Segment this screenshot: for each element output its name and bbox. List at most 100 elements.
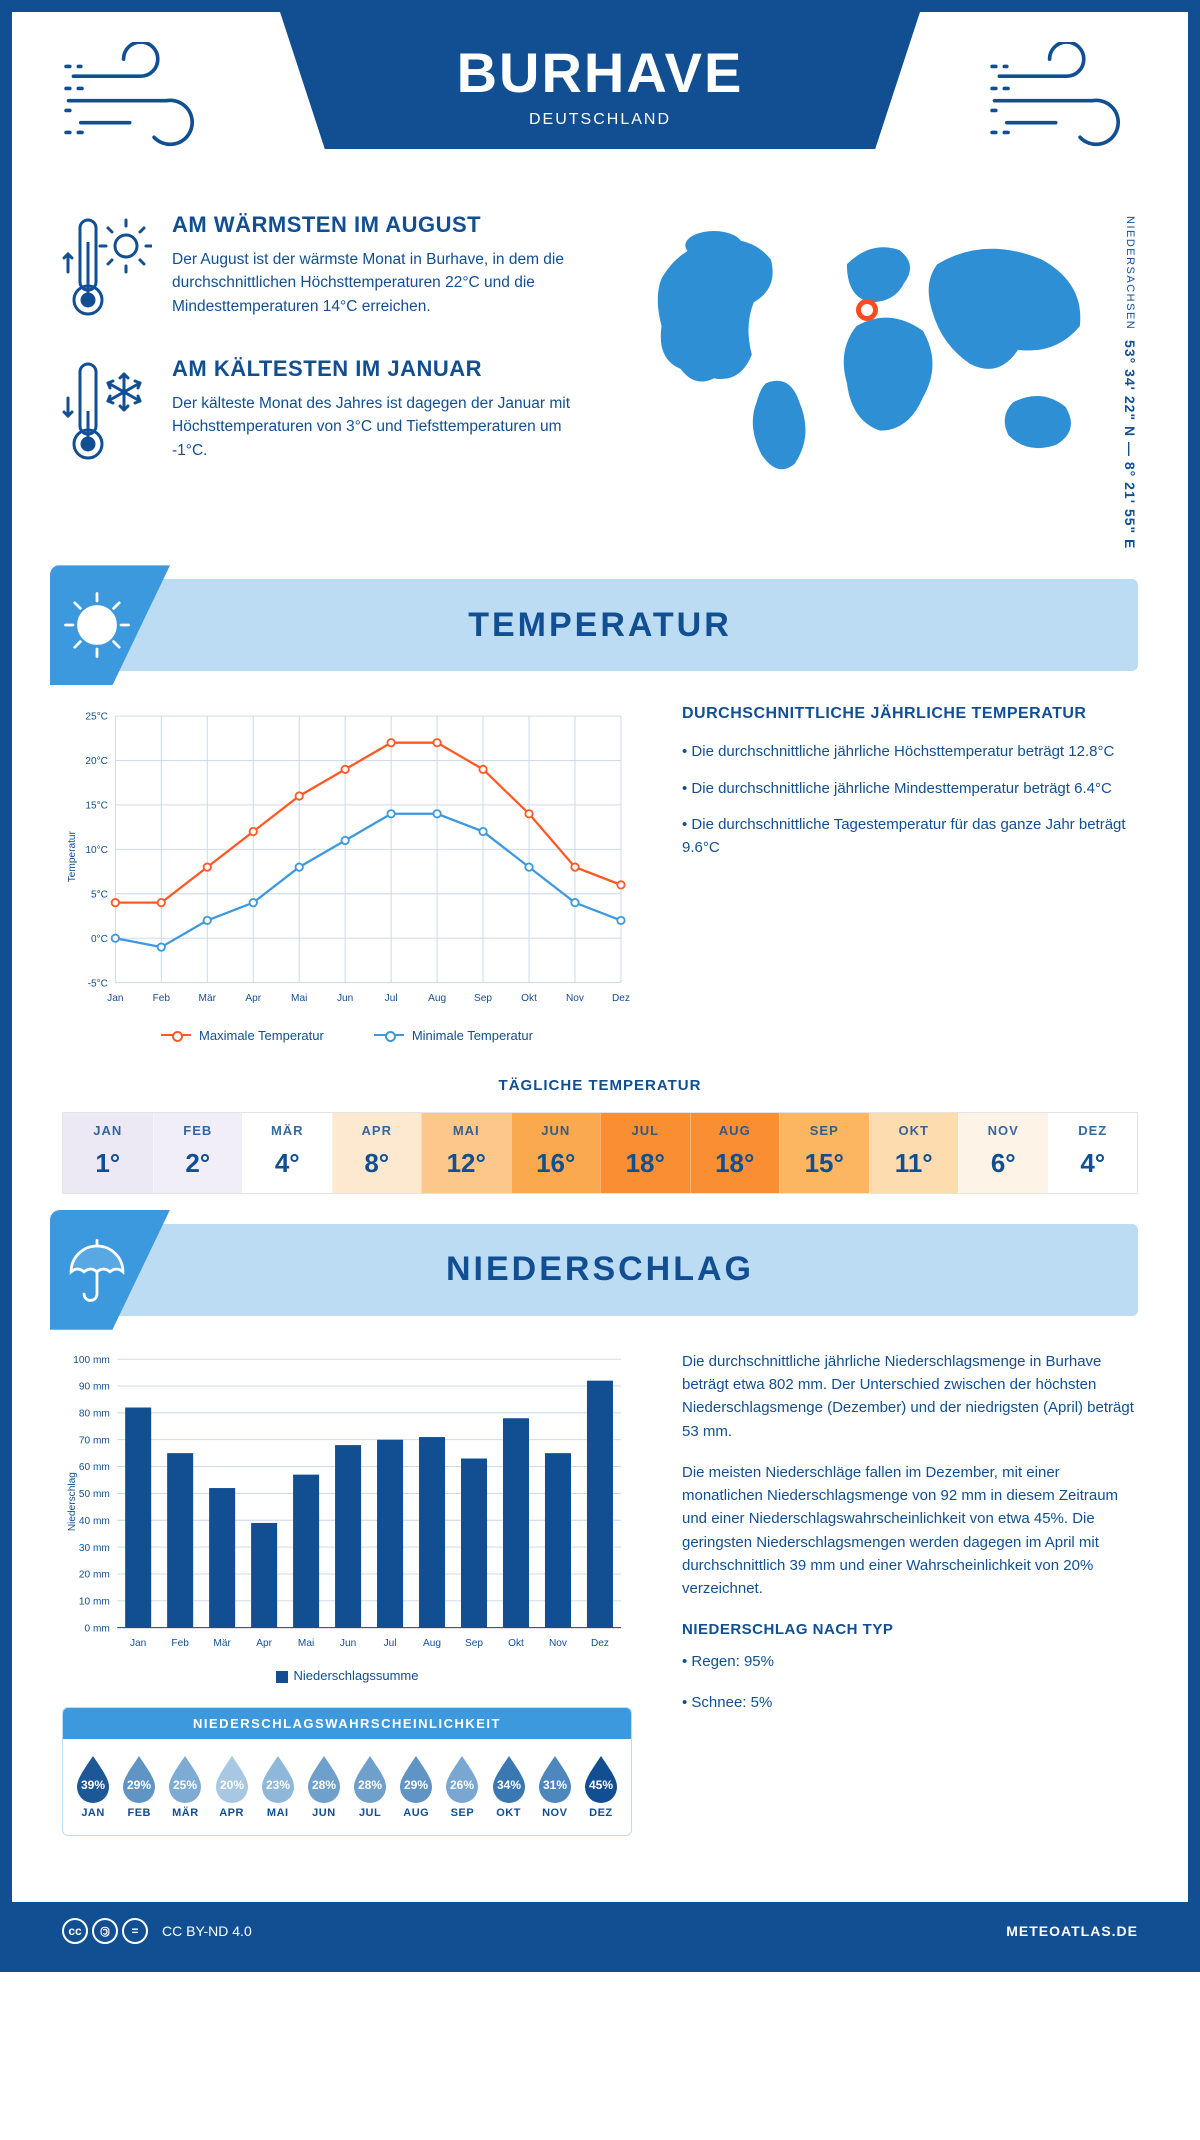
bar-legend: Niederschlagssumme <box>62 1668 632 1683</box>
svg-text:23%: 23% <box>266 1778 290 1792</box>
svg-text:80 mm: 80 mm <box>79 1408 110 1419</box>
fact-title: AM WÄRMSTEN IM AUGUST <box>172 212 593 238</box>
svg-text:Dez: Dez <box>612 993 630 1004</box>
svg-text:10°C: 10°C <box>85 845 108 856</box>
svg-text:45%: 45% <box>589 1778 613 1792</box>
svg-text:Jun: Jun <box>340 1638 356 1649</box>
svg-text:29%: 29% <box>404 1778 428 1792</box>
cc-icons: cc🄯= <box>62 1918 148 1944</box>
sun-icon <box>50 565 170 685</box>
svg-text:Jun: Jun <box>337 993 353 1004</box>
svg-text:Dez: Dez <box>591 1638 609 1649</box>
probability-drop: 26%SEP <box>440 1753 484 1819</box>
svg-text:0°C: 0°C <box>91 934 108 945</box>
probability-drop: 28%JUL <box>348 1753 392 1819</box>
probability-drop: 29%FEB <box>117 1753 161 1819</box>
thermometer-sun-icon <box>62 212 152 322</box>
svg-text:Mär: Mär <box>213 1638 231 1649</box>
section-precipitation: NIEDERSCHLAG <box>62 1224 1138 1316</box>
fact-text: Der August ist der wärmste Monat in Burh… <box>172 248 593 318</box>
license-label: CC BY-ND 4.0 <box>162 1923 252 1939</box>
probability-drop: 23%MAI <box>256 1753 300 1819</box>
header-banner: BURHAVE DEUTSCHLAND <box>62 12 1138 202</box>
month-cell: JAN1° <box>63 1113 153 1193</box>
wind-icon <box>988 42 1138 152</box>
svg-text:Niederschlag: Niederschlag <box>67 1472 78 1531</box>
svg-text:50 mm: 50 mm <box>79 1489 110 1500</box>
svg-text:100 mm: 100 mm <box>73 1355 110 1366</box>
svg-text:25%: 25% <box>173 1778 197 1792</box>
svg-text:26%: 26% <box>450 1778 474 1792</box>
svg-text:20 mm: 20 mm <box>79 1569 110 1580</box>
fact-warmest: AM WÄRMSTEN IM AUGUST Der August ist der… <box>62 212 593 322</box>
month-cell: JUN16° <box>511 1113 601 1193</box>
month-cell: APR8° <box>332 1113 422 1193</box>
svg-text:28%: 28% <box>358 1778 382 1792</box>
precip-probability-box: NIEDERSCHLAGSWAHRSCHEINLICHKEIT 39%JAN29… <box>62 1707 632 1836</box>
svg-text:Okt: Okt <box>508 1638 524 1649</box>
svg-text:-5°C: -5°C <box>88 979 108 990</box>
probability-drop: 31%NOV <box>533 1753 577 1819</box>
month-cell: NOV6° <box>958 1113 1048 1193</box>
svg-text:Sep: Sep <box>474 993 492 1004</box>
svg-text:Mai: Mai <box>291 993 307 1004</box>
month-cell: OKT11° <box>869 1113 959 1193</box>
legend-max: Maximale Temperatur <box>161 1028 324 1043</box>
world-map <box>633 212 1108 483</box>
svg-text:Jan: Jan <box>107 993 123 1004</box>
temperature-line-chart: -5°C0°C5°C10°C15°C20°C25°CJanFebMärAprMa… <box>62 705 632 1042</box>
svg-text:Aug: Aug <box>428 993 446 1004</box>
svg-text:20%: 20% <box>220 1778 244 1792</box>
svg-text:40 mm: 40 mm <box>79 1516 110 1527</box>
svg-text:0 mm: 0 mm <box>85 1623 110 1634</box>
month-cell: FEB2° <box>153 1113 243 1193</box>
month-cell: MAI12° <box>421 1113 511 1193</box>
section-temperature: TEMPERATUR <box>62 579 1138 671</box>
month-cell: MÄR4° <box>242 1113 332 1193</box>
svg-text:31%: 31% <box>543 1778 567 1792</box>
probability-drop: 20%APR <box>210 1753 254 1819</box>
month-cell: AUG18° <box>690 1113 780 1193</box>
svg-text:Jan: Jan <box>130 1638 146 1649</box>
svg-text:28%: 28% <box>312 1778 336 1792</box>
svg-text:5°C: 5°C <box>91 890 108 901</box>
daily-temp-grid: JAN1°FEB2°MÄR4°APR8°MAI12°JUN16°JUL18°AU… <box>62 1112 1138 1194</box>
svg-text:90 mm: 90 mm <box>79 1381 110 1392</box>
fact-coldest: AM KÄLTESTEN IM JANUAR Der kälteste Mona… <box>62 356 593 466</box>
precip-summary: Die durchschnittliche jährliche Niedersc… <box>682 1350 1138 1836</box>
country-label: DEUTSCHLAND <box>300 111 900 129</box>
svg-text:60 mm: 60 mm <box>79 1462 110 1473</box>
month-cell: JUL18° <box>600 1113 690 1193</box>
svg-text:29%: 29% <box>127 1778 151 1792</box>
precipitation-bar-chart: 0 mm10 mm20 mm30 mm40 mm50 mm60 mm70 mm8… <box>62 1350 632 1683</box>
temperature-summary: DURCHSCHNITTLICHE JÄHRLICHE TEMPERATUR •… <box>682 705 1138 1042</box>
site-name: METEOATLAS.DE <box>1006 1923 1138 1939</box>
svg-text:39%: 39% <box>81 1778 105 1792</box>
svg-text:30 mm: 30 mm <box>79 1543 110 1554</box>
svg-text:Apr: Apr <box>256 1638 272 1649</box>
svg-text:Nov: Nov <box>566 993 585 1004</box>
probability-drop: 29%AUG <box>394 1753 438 1819</box>
probability-drop: 28%JUN <box>302 1753 346 1819</box>
svg-text:Feb: Feb <box>153 993 171 1004</box>
map-pin-icon <box>856 299 878 321</box>
svg-text:Nov: Nov <box>549 1638 568 1649</box>
svg-text:Mai: Mai <box>298 1638 314 1649</box>
footer: cc🄯= CC BY-ND 4.0 METEOATLAS.DE <box>12 1902 1188 1960</box>
fact-title: AM KÄLTESTEN IM JANUAR <box>172 356 593 382</box>
city-title: BURHAVE <box>300 40 900 105</box>
svg-text:Aug: Aug <box>423 1638 441 1649</box>
probability-drop: 25%MÄR <box>163 1753 207 1819</box>
month-cell: SEP15° <box>779 1113 869 1193</box>
svg-text:20°C: 20°C <box>85 757 108 768</box>
svg-text:34%: 34% <box>497 1778 521 1792</box>
thermometer-snow-icon <box>62 356 152 466</box>
svg-text:Jul: Jul <box>385 993 398 1004</box>
svg-text:25°C: 25°C <box>85 712 108 723</box>
umbrella-icon <box>50 1210 170 1330</box>
svg-text:Jul: Jul <box>384 1638 397 1649</box>
svg-text:Sep: Sep <box>465 1638 483 1649</box>
svg-text:Okt: Okt <box>521 993 537 1004</box>
svg-text:Feb: Feb <box>171 1638 189 1649</box>
svg-text:70 mm: 70 mm <box>79 1435 110 1446</box>
